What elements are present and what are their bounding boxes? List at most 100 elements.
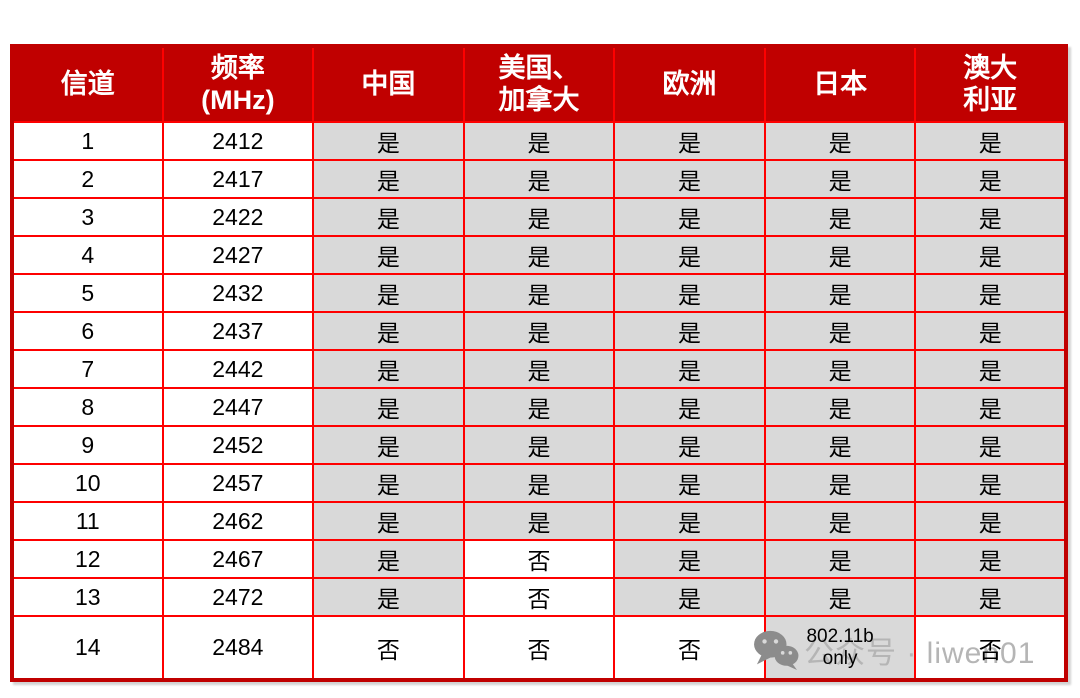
usa-canada-cell-text: 是	[527, 168, 551, 194]
australia-cell-text: 是	[978, 244, 1002, 270]
usa-canada-cell-text: 是	[527, 358, 551, 384]
frequency-cell: 2412	[161, 121, 315, 161]
frequency-cell-text: 2412	[212, 127, 264, 154]
usa-canada-cell: 是	[462, 235, 616, 275]
japan-cell-text: 是	[828, 320, 852, 346]
australia-cell: 是	[914, 539, 1067, 579]
column-header-channel: 信道	[11, 45, 164, 123]
channel-cell: 6	[11, 311, 164, 351]
japan-cell-text: 是	[828, 586, 852, 612]
china-cell: 是	[312, 387, 465, 427]
europe-cell-text: 是	[678, 168, 702, 194]
china-cell-text: 是	[376, 282, 400, 308]
usa-canada-cell: 是	[462, 311, 616, 351]
table-row-channel-14: 14 2484 否 否 否 802.11b only 否	[11, 615, 1067, 681]
china-cell-text: 是	[376, 434, 400, 460]
china-cell-text: 是	[376, 244, 400, 270]
china-cell: 是	[312, 311, 465, 351]
australia-cell: 是	[914, 311, 1067, 351]
channel-cell: 7	[11, 349, 164, 389]
japan-cell: 是	[763, 311, 917, 351]
frequency-cell-text: 2484	[212, 634, 264, 660]
header-row: 信道 频率 (MHz) 中国 美国、 加拿大 欧洲 日本 澳大 利亚	[11, 45, 1067, 123]
australia-cell: 是	[914, 197, 1067, 237]
channel-cell-text: 1	[81, 127, 95, 154]
china-cell: 是	[312, 349, 465, 389]
frequency-cell: 2452	[161, 425, 315, 465]
frequency-cell: 2432	[161, 273, 315, 313]
china-cell-text: 是	[376, 396, 400, 422]
europe-cell-text: 是	[678, 586, 702, 612]
europe-cell-text: 是	[678, 244, 702, 270]
usa-canada-cell-text: 是	[527, 510, 551, 536]
frequency-cell: 2422	[161, 197, 315, 237]
usa-canada-cell: 是	[462, 159, 616, 199]
australia-cell-text: 是	[978, 168, 1002, 194]
usa-canada-cell: 是	[462, 387, 616, 427]
china-cell: 是	[312, 577, 465, 617]
frequency-cell: 2467	[161, 539, 315, 579]
column-header-usa-canada: 美国、 加拿大	[462, 45, 616, 123]
europe-cell: 是	[613, 463, 766, 503]
channel-cell: 2	[11, 159, 164, 199]
table-row-channel-6: 6 2437 是 是 是 是 是	[11, 311, 1067, 351]
frequency-cell-text: 2472	[212, 583, 264, 610]
australia-cell: 是	[914, 349, 1067, 389]
europe-cell-text: 是	[678, 472, 702, 498]
usa-canada-cell-text: 是	[527, 206, 551, 232]
europe-cell: 否	[613, 615, 766, 681]
usa-canada-cell: 是	[462, 501, 616, 541]
europe-cell: 是	[613, 387, 766, 427]
china-cell: 是	[312, 197, 465, 237]
australia-cell-text: 是	[978, 586, 1002, 612]
japan-cell-text: 是	[828, 244, 852, 270]
china-cell-text: 是	[376, 472, 400, 498]
channel-cell: 5	[11, 273, 164, 313]
china-cell: 否	[312, 615, 465, 681]
channel-cell: 3	[11, 197, 164, 237]
australia-cell-text: 是	[978, 358, 1002, 384]
japan-cell-text: 是	[828, 434, 852, 460]
channel-cell: 10	[11, 463, 164, 503]
frequency-cell: 2442	[161, 349, 315, 389]
china-cell: 是	[312, 273, 465, 313]
usa-canada-cell-text: 是	[527, 320, 551, 346]
china-cell-text: 是	[376, 130, 400, 156]
channel-cell-text: 8	[81, 393, 95, 420]
channel-cell-text: 10	[74, 469, 101, 496]
europe-cell: 是	[613, 121, 766, 161]
europe-cell: 是	[613, 159, 766, 199]
usa-canada-cell: 否	[462, 539, 616, 579]
australia-cell-text: 是	[978, 548, 1002, 574]
australia-cell-text: 是	[978, 396, 1002, 422]
china-cell: 是	[312, 501, 465, 541]
china-cell: 是	[312, 121, 465, 161]
japan-cell-text: 是	[828, 548, 852, 574]
japan-cell-text: 是	[828, 472, 852, 498]
frequency-cell: 2447	[161, 387, 315, 427]
australia-cell: 是	[914, 577, 1067, 617]
channel-cell-text: 13	[74, 583, 101, 610]
japan-cell: 是	[763, 463, 917, 503]
usa-canada-cell-text: 否	[527, 548, 551, 574]
frequency-cell-text: 2457	[212, 469, 264, 496]
column-header-europe: 欧洲	[613, 45, 766, 123]
europe-cell: 是	[613, 349, 766, 389]
japan-cell: 是	[763, 273, 917, 313]
frequency-cell-text: 2442	[212, 355, 264, 382]
channel-cell-text: 14	[74, 634, 101, 660]
china-cell-text: 否	[376, 636, 400, 663]
table-row-channel-1: 1 2412 是 是 是 是 是	[11, 121, 1067, 161]
usa-canada-cell: 是	[462, 349, 616, 389]
channel-cell-text: 11	[75, 507, 100, 534]
china-cell-text: 是	[376, 510, 400, 536]
frequency-cell: 2417	[161, 159, 315, 199]
channel-cell: 8	[11, 387, 164, 427]
australia-cell-text: 是	[978, 282, 1002, 308]
australia-cell: 是	[914, 501, 1067, 541]
frequency-cell: 2457	[161, 463, 315, 503]
japan-cell-text: 是	[828, 130, 852, 156]
australia-cell: 是	[914, 425, 1067, 465]
japan-cell-text: 是	[828, 282, 852, 308]
